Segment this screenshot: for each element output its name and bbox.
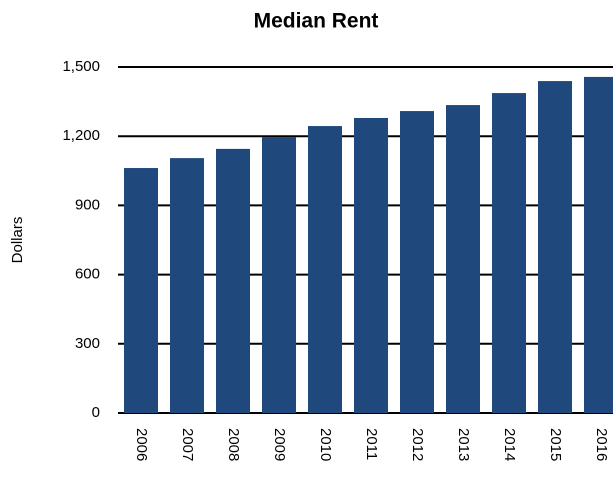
bar xyxy=(170,158,204,413)
x-tick-label: 2016 xyxy=(593,428,610,461)
y-tick-label: 1,200 xyxy=(62,127,100,144)
y-axis-label: Dollars xyxy=(9,217,26,264)
x-tick-label: 2008 xyxy=(225,428,242,461)
y-tick-label: 300 xyxy=(75,335,100,352)
bar xyxy=(308,126,342,414)
x-tick-label: 2013 xyxy=(455,428,472,461)
x-tick-label: 2009 xyxy=(271,428,288,461)
bar xyxy=(262,137,296,413)
y-tick-label: 600 xyxy=(75,266,100,283)
chart-title: Median Rent xyxy=(254,10,379,33)
x-tick-label: 2011 xyxy=(363,428,380,460)
bar xyxy=(492,93,526,413)
bar xyxy=(538,81,572,413)
x-tick-label: 2015 xyxy=(547,428,564,461)
bar xyxy=(446,105,480,413)
bar xyxy=(354,117,388,414)
y-tick-label: 900 xyxy=(75,196,100,213)
bar xyxy=(124,168,158,413)
y-tick-label: 1,500 xyxy=(62,58,100,75)
y-tick-label: 0 xyxy=(92,404,100,421)
x-tick-label: 2007 xyxy=(179,428,196,461)
x-tick-label: 2010 xyxy=(317,428,334,461)
bar xyxy=(584,76,613,413)
x-tick-label: 2014 xyxy=(501,428,518,461)
x-tick-label: 2006 xyxy=(133,428,150,461)
x-tick-label: 2012 xyxy=(409,428,426,461)
bar xyxy=(400,111,434,413)
bar xyxy=(216,148,250,414)
